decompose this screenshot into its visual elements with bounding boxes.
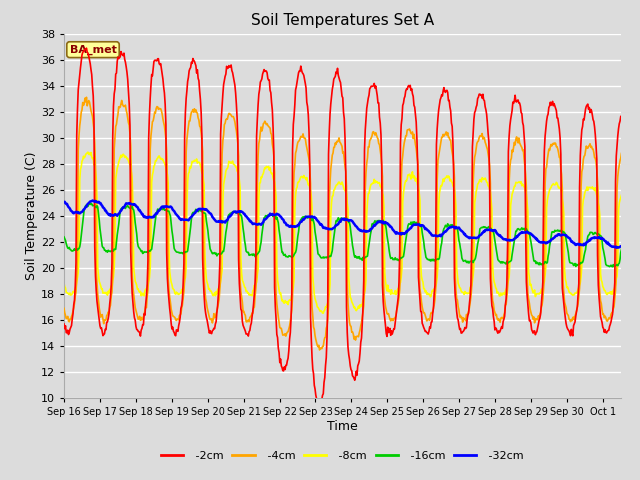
Y-axis label: Soil Temperature (C): Soil Temperature (C) — [25, 152, 38, 280]
X-axis label: Time: Time — [327, 420, 358, 433]
Title: Soil Temperatures Set A: Soil Temperatures Set A — [251, 13, 434, 28]
Legend:  -2cm,  -4cm,  -8cm,  -16cm,  -32cm: -2cm, -4cm, -8cm, -16cm, -32cm — [156, 447, 529, 466]
Text: BA_met: BA_met — [70, 45, 116, 55]
